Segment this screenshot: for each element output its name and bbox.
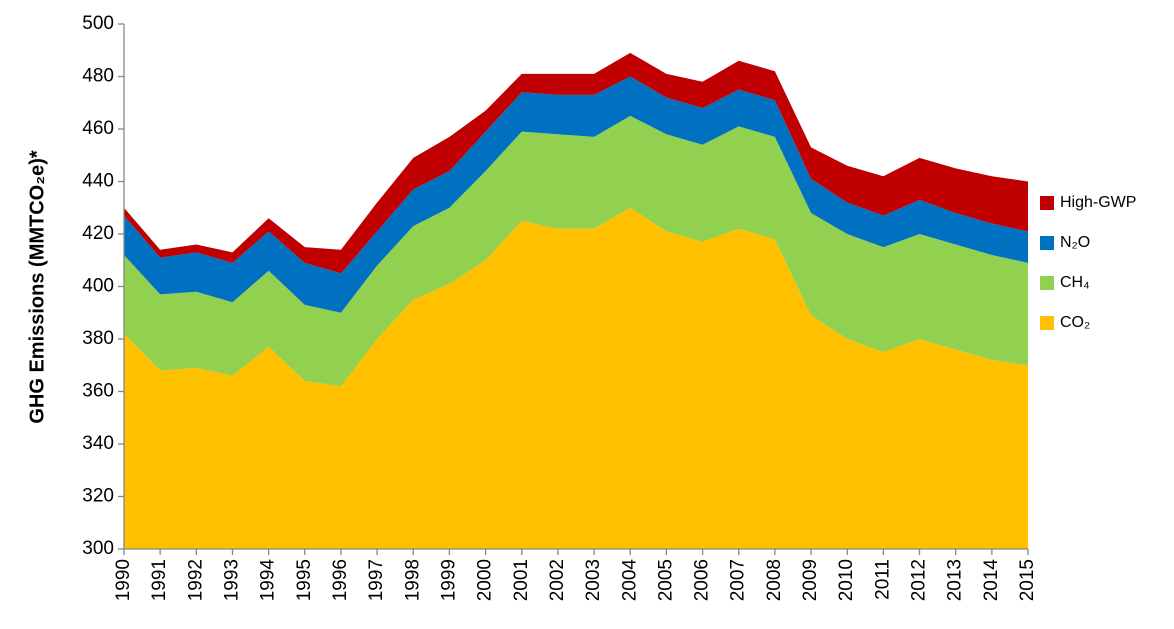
y-tick-label: 360 — [82, 381, 114, 402]
legend-swatch — [1040, 196, 1054, 210]
x-tick-label: 2013 — [945, 559, 966, 601]
x-tick-label: 2015 — [1017, 559, 1038, 601]
x-tick-label: 2010 — [836, 559, 857, 601]
x-tick-label: 1998 — [402, 559, 423, 601]
x-tick-label: 1996 — [330, 559, 351, 601]
x-tick-label: 2003 — [583, 559, 604, 601]
legend-label: CO₂ — [1060, 314, 1090, 331]
y-tick-label: 400 — [82, 276, 114, 297]
y-tick-label: 440 — [82, 171, 114, 192]
area-3 — [124, 52, 1028, 274]
x-tick-label: 1994 — [258, 559, 279, 602]
y-tick-label: 320 — [82, 486, 114, 507]
x-tick-label: 1999 — [438, 559, 459, 601]
x-tick-label: 2006 — [692, 559, 713, 601]
legend-label: CH₄ — [1060, 274, 1090, 291]
y-tick-label: 340 — [82, 433, 114, 454]
y-tick-label: 380 — [82, 328, 114, 349]
y-axis-label: GHG Emissions (MMTCO₂e)* — [26, 150, 48, 424]
x-tick-label: 2008 — [764, 559, 785, 601]
area-2 — [124, 76, 1028, 313]
y-tick-label: 420 — [82, 223, 114, 244]
x-tick-label: 2004 — [619, 559, 640, 602]
x-tick-label: 2014 — [981, 559, 1002, 602]
area-0 — [124, 207, 1028, 549]
x-tick-label: 1997 — [366, 559, 387, 601]
legend-swatch — [1040, 236, 1054, 250]
x-tick-label: 1990 — [113, 559, 134, 601]
x-tick-label: 1991 — [149, 559, 170, 601]
x-tick-label: 1995 — [294, 559, 315, 601]
x-tick-label: 2001 — [511, 559, 532, 601]
x-tick-label: 2007 — [728, 559, 749, 601]
legend-swatch — [1040, 316, 1054, 330]
legend-label: N₂O — [1060, 234, 1090, 251]
y-tick-label: 300 — [82, 538, 114, 559]
x-tick-label: 1992 — [185, 559, 206, 601]
y-tick-label: 500 — [82, 13, 114, 34]
x-tick-label: 2011 — [872, 559, 893, 600]
plot-area — [124, 52, 1028, 549]
y-tick-label: 460 — [82, 118, 114, 139]
x-tick-label: 2000 — [475, 559, 496, 601]
x-tick-label: 2005 — [655, 559, 676, 601]
x-tick-label: 2009 — [800, 559, 821, 601]
x-tick-label: 1993 — [221, 559, 242, 601]
legend-swatch — [1040, 276, 1054, 290]
x-tick-label: 2002 — [547, 559, 568, 601]
x-tick-label: 2012 — [909, 559, 930, 601]
area-1 — [124, 115, 1028, 387]
y-tick-label: 480 — [82, 66, 114, 87]
legend-label: High-GWP — [1060, 194, 1136, 211]
